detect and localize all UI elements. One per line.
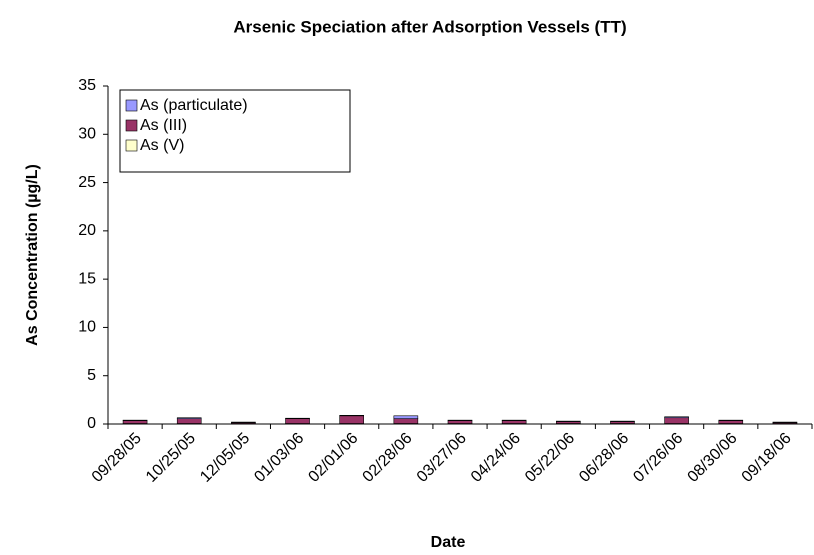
x-tick-label: 02/28/06: [360, 430, 416, 486]
x-tick-label: 01/03/06: [251, 430, 307, 486]
y-tick-label: 10: [78, 319, 96, 336]
legend-swatch: [125, 99, 138, 112]
bar-segment: [122, 420, 148, 424]
bar-segment: [447, 420, 473, 424]
bar-segment: [664, 416, 689, 419]
y-tick-label: 15: [78, 270, 96, 287]
bar-segment: [339, 415, 364, 424]
legend-box: [119, 89, 351, 173]
bar-segment: [176, 418, 202, 424]
x-tick-label: 08/30/06: [685, 430, 741, 486]
bar-segment: [285, 418, 310, 424]
x-axis-title: Date: [431, 534, 466, 551]
legend-swatch: [125, 139, 138, 152]
bar-segment: [176, 417, 202, 419]
x-tick-label: 10/25/05: [143, 430, 199, 486]
x-tick-label: 04/24/06: [468, 430, 524, 486]
bar-segment: [718, 420, 744, 424]
x-tick-label: 09/28/05: [89, 430, 145, 486]
x-tick-label: 03/27/06: [414, 430, 470, 486]
x-tick-label: 09/18/06: [739, 430, 795, 486]
y-tick-label: 20: [78, 222, 96, 239]
bar-segment: [664, 417, 689, 424]
bar-segment: [393, 418, 419, 424]
legend-swatch: [125, 119, 138, 132]
y-axis-title: As Concentration (µg/L): [24, 164, 41, 346]
x-tick-label: 12/05/05: [197, 430, 253, 486]
bar-segment: [501, 420, 527, 424]
legend-label: As (III): [140, 117, 187, 134]
x-tick-label: 06/28/06: [576, 430, 632, 486]
legend-label: As (particulate): [140, 97, 248, 114]
x-tick-label: 05/22/06: [522, 430, 578, 486]
x-tick-label: 02/01/06: [305, 430, 361, 486]
y-tick-label: 35: [78, 77, 96, 94]
y-tick-label: 5: [87, 367, 96, 384]
bar-segment: [393, 415, 419, 419]
legend-label: As (V): [140, 137, 184, 154]
y-tick-label: 30: [78, 126, 96, 143]
y-tick-label: 25: [78, 174, 96, 191]
y-tick-label: 0: [87, 415, 96, 432]
x-tick-label: 07/26/06: [630, 430, 686, 486]
chart-title: Arsenic Speciation after Adsorption Vess…: [233, 17, 626, 36]
